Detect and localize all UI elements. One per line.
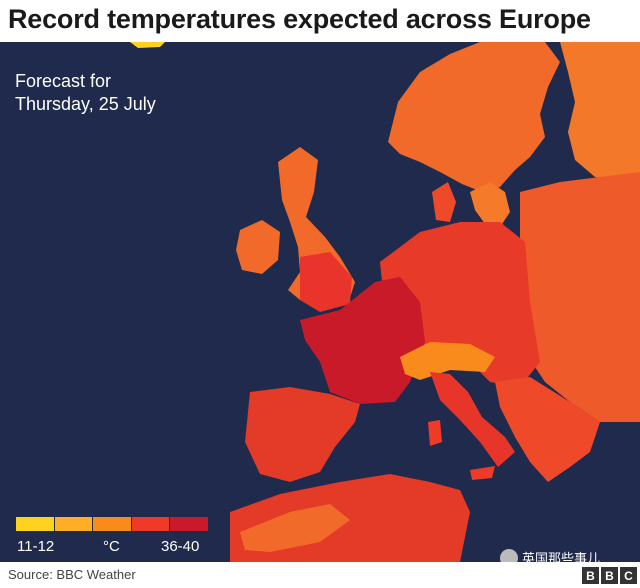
finland-landmass <box>560 42 640 182</box>
denmark-landmass <box>432 182 456 222</box>
legend-swatch <box>54 517 94 531</box>
ireland-landmass <box>236 220 280 274</box>
temperature-legend: 11-12 °C 36-40 <box>15 516 209 558</box>
alps-region <box>400 342 495 380</box>
europe-map-graphic <box>130 42 640 562</box>
legend-swatch <box>93 517 132 531</box>
central-europe-landmass <box>380 222 540 387</box>
bbc-logo-letter: C <box>620 567 637 584</box>
legend-low-label: 11-12 <box>17 538 55 555</box>
forecast-day: Thursday, 25 July <box>15 94 156 114</box>
sicily <box>470 466 495 480</box>
legend-swatch <box>170 517 208 531</box>
legend-high-label: 36-40 <box>161 538 200 555</box>
france-landmass <box>300 277 425 404</box>
bbc-logo-letter: B <box>601 567 618 584</box>
balkans-landmass <box>495 377 600 482</box>
legend-unit-label: °C <box>103 538 120 555</box>
bbc-logo-letter: B <box>582 567 599 584</box>
page-title: Record temperatures expected across Euro… <box>8 4 591 34</box>
england-south <box>300 252 352 312</box>
watermark: 英国那些事儿 <box>500 548 600 562</box>
source-credit: Source: BBC Weather <box>8 567 136 582</box>
scandinavia-landmass <box>388 42 560 192</box>
iceland-fragment <box>130 42 165 48</box>
sweden-south <box>470 182 510 227</box>
atlas-region <box>240 504 350 552</box>
legend-color-bar <box>15 516 209 532</box>
temperature-map: Forecast for Thursday, 25 July 11-12 °C … <box>0 42 640 562</box>
forecast-label: Forecast for <box>15 71 112 91</box>
sardinia <box>428 420 442 446</box>
legend-swatch <box>131 517 171 531</box>
forecast-date: Forecast for Thursday, 25 July <box>15 70 156 116</box>
watermark-icon <box>500 548 518 562</box>
watermark-text: 英国那些事儿 <box>522 551 601 562</box>
eastern-europe-landmass <box>515 172 640 422</box>
legend-labels: 11-12 °C 36-40 <box>15 538 209 558</box>
iberia-landmass <box>245 387 360 482</box>
italy-landmass <box>430 372 515 467</box>
legend-swatch <box>16 517 55 531</box>
